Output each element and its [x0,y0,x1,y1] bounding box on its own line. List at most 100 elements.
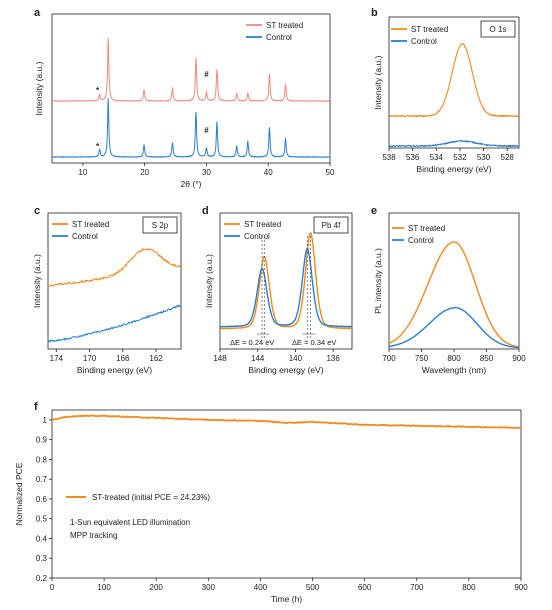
panel-f-ytick-label: 0.6 [36,495,48,504]
panel-f-ytick-label: 1 [43,416,48,425]
panel-e-xtick-label: 900 [512,354,526,363]
panel-d-delta-e-label: ΔE = 0.24 eV [230,338,274,347]
panel-f-xtick-label: 900 [514,583,528,592]
panel-c-series-st-treated [47,248,181,288]
panel-f-ytick-label: 0.7 [36,475,48,484]
panel-a-xtick-label: 50 [326,168,335,177]
panel-e-xtick-label: 700 [382,354,396,363]
panel-e-axes-frame [388,212,520,350]
panel-b-xtick-label: 536 [406,153,420,162]
panel-a-peak-marker: # [204,126,209,135]
panel-d-legend-label: ST treated [244,220,281,229]
panel-e-xtick-label: 850 [480,354,494,363]
panel-c-ylabel: Intensity (a.u.) [32,254,42,308]
panel-b-series-st-treated [388,43,520,118]
panel-f-xtick-label: 700 [410,583,424,592]
panel-b-title-box [480,20,516,38]
panel-a-xlabel: 2θ (°) [181,179,202,189]
panel-label-f: f [34,401,38,413]
panel-c-title: S 2p [152,221,169,230]
panel-e-xtick-label: 800 [447,354,461,363]
panel-d-ylabel: Intensity (a.u.) [204,254,214,308]
panel-f-series-st-treated [51,414,522,430]
panel-f-ytick-label: 0.4 [36,534,48,543]
panel-b-title: O 1s [490,25,507,34]
panel-d-legend-label: Control [244,232,270,241]
panel-d-xtick-label: 140 [289,354,303,363]
panel-b-xtick-label: 534 [430,153,444,162]
panel-a-peak-marker: # [204,70,209,79]
panel-f-ytick-label: 0.2 [36,574,48,583]
panel-c-axes-frame [47,212,182,350]
panel-e-xlabel: Wavelength (nm) [422,365,487,375]
panel-label-e: e [371,205,377,217]
panel-a-xtick-label: 30 [202,168,211,177]
panel-f-legend-label: ST-treated (initial PCE = 24.23%) [92,493,210,502]
panel-f-xtick-label: 200 [150,583,164,592]
panel-b-xtick-label: 530 [477,153,491,162]
panel-f-xtick-label: 500 [306,583,320,592]
panel-a-legend-label: Control [266,33,292,42]
panel-d-axes-frame [219,212,353,350]
panel-c-xlabel: Binding energy (eV) [77,365,152,375]
panel-f-xtick-label: 600 [358,583,372,592]
panel-d-title: Pb 4f [322,221,341,230]
panel-f-ytick-label: 0.3 [36,554,48,563]
panel-f-xtick-label: 300 [202,583,216,592]
panel-a-xtick-label: 40 [264,168,273,177]
panel-c-title-box [142,216,178,234]
panel-d-title-box [313,216,349,234]
panel-d-xtick-label: 136 [326,354,340,363]
panel-b-legend-label: Control [411,37,437,46]
panel-label-c: c [34,205,40,217]
panel-f-xlabel: Time (h) [271,594,302,604]
panel-a-peak-marker: * [96,142,100,151]
panel-a-xtick-label: 20 [140,168,149,177]
panel-label-d: d [202,205,209,217]
panel-d-series-control [219,248,353,328]
panel-b-legend-label: ST treated [411,25,448,34]
panel-f-ytick-label: 0.9 [36,436,48,445]
panel-f-axes-frame [51,409,522,579]
panel-c-xtick-label: 170 [83,354,97,363]
panel-d-delta-e-label: ΔE = 0.34 eV [292,338,336,347]
panel-b-xlabel: Binding energy (eV) [416,164,491,174]
panel-f-xtick-label: 100 [97,583,111,592]
panel-f-xtick-label: 800 [462,583,476,592]
panel-label-a: a [34,7,41,19]
panel-f-ytick-label: 0.8 [36,455,48,464]
panel-e-xtick-label: 750 [415,354,429,363]
panel-a-series-control [51,98,331,158]
panel-b-series-control [388,139,520,148]
panel-e-legend-label: ST treated [408,224,445,233]
panel-a-legend-label: ST treated [266,21,303,30]
panel-f-ytick-label: 0.5 [36,515,48,524]
panel-d-xtick-label: 148 [213,354,227,363]
panel-b-xtick-label: 528 [501,153,515,162]
panel-b-xtick-label: 532 [453,153,467,162]
panel-c-xtick-label: 174 [50,354,64,363]
panel-c-legend-label: ST treated [72,220,109,229]
panel-e-series-st-treated [388,241,520,348]
panel-a-series-st-treated [51,37,331,102]
panel-d-xlabel: Binding energy (eV) [248,365,323,375]
panel-d-xtick-label: 144 [251,354,265,363]
panel-c-series-control [47,304,181,343]
panel-label-b: b [371,7,378,19]
panel-a-peak-marker: * [96,86,100,95]
panel-f-note: MPP tracking [70,531,117,540]
panel-f-xtick-label: 0 [50,583,55,592]
panel-a-axes-frame [51,13,331,164]
panel-f-xtick-label: 400 [254,583,268,592]
panel-c-legend-label: Control [72,232,98,241]
panel-a-ylabel: Intensity (a.u.) [34,61,44,115]
panel-d-series-st-treated [219,232,353,330]
panel-f-ylabel: Normalized PCE [14,462,24,525]
panel-b-xtick-label: 538 [382,153,396,162]
panel-c-xtick-label: 162 [149,354,163,363]
panel-f-note: 1-Sun equivalent LED illumination [70,518,190,527]
panel-a-xtick-label: 10 [78,168,87,177]
panel-b-ylabel: Intensity (a.u.) [373,55,383,109]
panel-e-series-control [388,306,520,349]
